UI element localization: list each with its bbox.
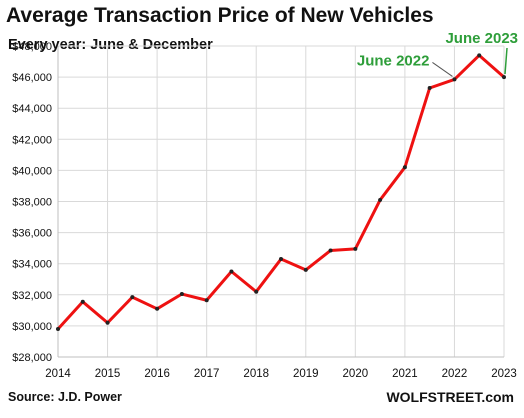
x-tick-label: 2017: [194, 368, 220, 380]
series-line: [56, 53, 506, 331]
y-tick-label: $30,000: [12, 321, 52, 333]
y-tick-label: $34,000: [12, 259, 52, 271]
x-tick-label: 2020: [343, 368, 369, 380]
x-tick-label: 2022: [442, 368, 468, 380]
brand-label: WOLFSTREET.com: [386, 389, 514, 405]
annotation-leader: [504, 47, 508, 75]
y-tick-label: $42,000: [12, 134, 52, 146]
y-tick-label: $48,000: [12, 41, 52, 53]
data-point: [80, 299, 85, 304]
annotation-leader: [432, 62, 453, 77]
x-tick-label: 2014: [45, 368, 71, 380]
x-tick-label: 2021: [392, 368, 418, 380]
x-tick-label: 2018: [243, 368, 269, 380]
x-tick-label: 2023: [491, 368, 517, 380]
data-point: [502, 75, 506, 80]
data-point: [427, 85, 432, 90]
data-point: [155, 306, 160, 311]
x-tick-label: 2019: [293, 368, 319, 380]
data-point: [254, 289, 259, 294]
data-point: [279, 257, 283, 262]
data-point: [353, 246, 358, 251]
data-point: [402, 165, 407, 170]
chart-subtitle: Every year: June & December: [8, 37, 213, 53]
data-point: [130, 295, 135, 300]
x-tick-label: 2015: [95, 368, 121, 380]
y-tick-label: $36,000: [12, 228, 52, 240]
data-point: [477, 53, 482, 58]
data-point: [328, 248, 333, 253]
y-tick-label: $28,000: [12, 352, 52, 364]
source-label: Source: J.D. Power: [8, 390, 122, 404]
data-point: [204, 298, 209, 303]
data-point: [179, 292, 184, 297]
data-point: [303, 267, 308, 272]
data-point: [452, 77, 457, 82]
data-point: [56, 327, 60, 332]
chart-title: Average Transaction Price of New Vehicle…: [6, 4, 434, 27]
y-tick-label: $32,000: [12, 290, 52, 302]
y-tick-label: $40,000: [12, 165, 52, 177]
data-point: [229, 269, 234, 274]
y-tick-label: $46,000: [12, 72, 52, 84]
y-tick-label: $44,000: [12, 103, 52, 115]
x-tick-label: 2016: [144, 368, 170, 380]
annotation-label: June 2023: [445, 30, 518, 47]
data-point: [378, 197, 383, 202]
y-tick-label: $38,000: [12, 197, 52, 209]
data-point: [105, 320, 110, 325]
annotation-label: June 2022: [357, 52, 430, 69]
